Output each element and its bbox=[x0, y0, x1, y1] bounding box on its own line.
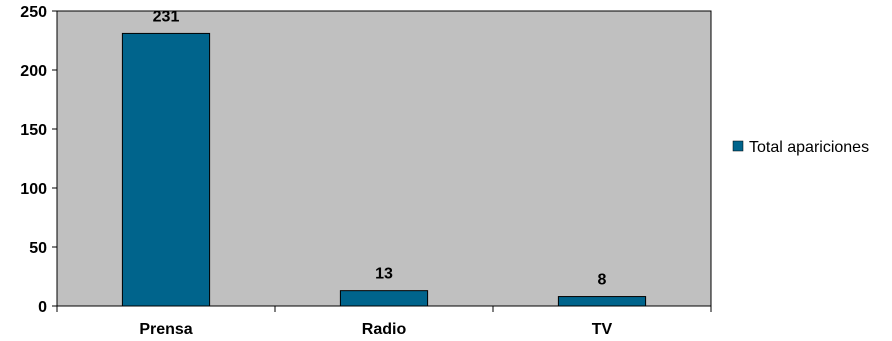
bar bbox=[339, 290, 429, 307]
data-label: 231 bbox=[153, 8, 180, 25]
legend-label: Total apariciones bbox=[749, 139, 869, 156]
legend: Total apariciones bbox=[732, 139, 869, 156]
y-tick-label: 100 bbox=[20, 181, 47, 198]
y-tick-label: 150 bbox=[20, 122, 47, 139]
x-axis: Prensa Radio TV bbox=[56, 306, 712, 338]
data-labels: 231 13 8 bbox=[153, 8, 607, 288]
bar bbox=[121, 32, 211, 307]
y-tick-label: 50 bbox=[29, 240, 47, 257]
y-axis: 0 50 100 150 200 250 bbox=[20, 4, 57, 316]
x-category-label: Radio bbox=[362, 321, 407, 338]
legend-swatch bbox=[732, 140, 744, 152]
y-tick-label: 200 bbox=[20, 63, 47, 80]
data-label: 8 bbox=[598, 272, 607, 289]
bar bbox=[557, 296, 647, 307]
y-tick-label: 250 bbox=[20, 4, 47, 21]
x-category-label: TV bbox=[592, 321, 613, 338]
bars bbox=[121, 32, 647, 307]
data-label: 13 bbox=[375, 266, 393, 283]
x-category-label: Prensa bbox=[139, 321, 192, 338]
y-tick-label: 0 bbox=[38, 299, 47, 316]
